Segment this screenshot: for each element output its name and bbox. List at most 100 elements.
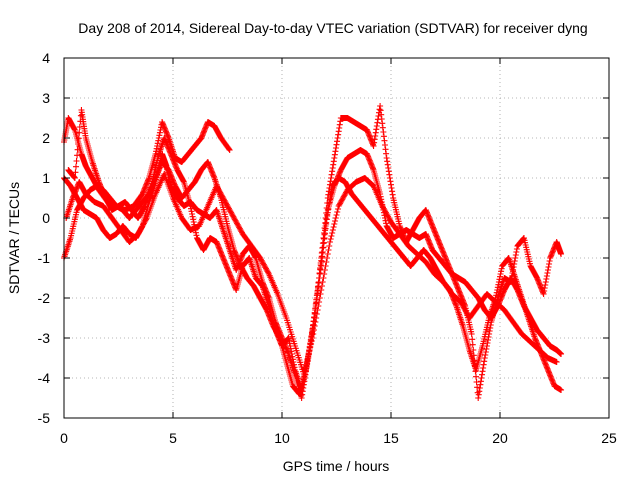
data-point xyxy=(330,224,337,230)
data-point xyxy=(305,353,312,359)
data-point xyxy=(326,243,333,249)
data-point xyxy=(316,295,323,301)
data-point xyxy=(470,352,477,359)
data-point xyxy=(318,283,325,289)
y-tick-label: -1 xyxy=(38,250,51,266)
data-point xyxy=(332,215,339,221)
data-point xyxy=(326,239,333,245)
data-point xyxy=(74,146,81,153)
data-point xyxy=(314,307,321,313)
data-point xyxy=(329,230,336,236)
data-point xyxy=(75,135,82,142)
data-point xyxy=(76,124,83,130)
data-point xyxy=(471,363,478,369)
x-tick-label: 15 xyxy=(383,430,399,446)
grid-lines xyxy=(64,58,609,418)
series-track-b xyxy=(61,147,565,401)
data-point xyxy=(75,141,82,147)
data-point xyxy=(334,209,341,215)
x-axis-label: GPS time / hours xyxy=(283,458,390,474)
data-point xyxy=(473,373,480,380)
data-point xyxy=(316,299,323,305)
data-point xyxy=(323,259,330,265)
y-tick-label: 0 xyxy=(42,210,50,226)
data-point xyxy=(226,147,233,153)
x-tick-label: 25 xyxy=(601,430,617,446)
data-point xyxy=(469,336,476,343)
y-tick-label: 2 xyxy=(42,130,50,146)
y-tick-label: 1 xyxy=(42,170,50,186)
data-point xyxy=(558,351,565,357)
data-point xyxy=(325,247,332,253)
data-point xyxy=(313,311,320,317)
data-point xyxy=(329,227,336,233)
axis-ticks: 0 5 10 15 20 25 -5 -4 -3 -2 -1 0 1 2 3 4 xyxy=(38,50,617,446)
data-point xyxy=(310,327,317,333)
data-point xyxy=(225,146,232,152)
data-point xyxy=(302,365,309,371)
data-point xyxy=(320,275,327,281)
data-point xyxy=(558,387,565,393)
y-tick-label: 4 xyxy=(42,50,50,66)
data-point xyxy=(332,218,339,224)
data-point xyxy=(324,255,331,261)
data-point xyxy=(317,291,324,297)
y-axis-label: SDTVAR / TECUs xyxy=(6,182,22,294)
data-point xyxy=(331,221,338,227)
data-point xyxy=(328,233,335,239)
chart-title: Day 208 of 2014, Sidereal Day-to-day VTE… xyxy=(78,20,587,36)
data-point xyxy=(73,158,80,164)
y-tick-label: -5 xyxy=(38,410,51,426)
data-point xyxy=(76,129,83,136)
data-point xyxy=(74,152,81,159)
data-point xyxy=(333,212,340,218)
data-point xyxy=(71,175,78,181)
data-point xyxy=(471,357,478,364)
data-point xyxy=(313,315,320,321)
y-tick-label: 3 xyxy=(42,90,50,106)
data-point xyxy=(473,379,480,385)
data-point xyxy=(310,331,317,337)
x-tick-label: 20 xyxy=(492,430,508,446)
data-point xyxy=(302,362,309,368)
data-point xyxy=(315,303,322,309)
data-point xyxy=(308,341,315,347)
x-tick-label: 0 xyxy=(60,430,68,446)
x-tick-label: 10 xyxy=(274,430,290,446)
series-track-d xyxy=(65,103,565,401)
plot-frame xyxy=(63,57,610,419)
data-point xyxy=(305,350,312,356)
data-point xyxy=(301,368,308,374)
data-point xyxy=(72,169,79,176)
data-point xyxy=(306,347,313,353)
data-point xyxy=(318,287,325,293)
data-point xyxy=(472,368,479,375)
data-point xyxy=(72,163,79,170)
series-track-c xyxy=(61,159,565,397)
data-point xyxy=(553,359,560,365)
data-point xyxy=(300,371,307,377)
series-track-e xyxy=(63,171,560,377)
data-point xyxy=(470,347,477,353)
data-points xyxy=(61,103,565,401)
data-point xyxy=(309,335,316,341)
y-tick-label: -2 xyxy=(38,290,51,306)
data-point xyxy=(321,271,328,277)
data-point xyxy=(308,338,315,344)
data-point xyxy=(319,279,326,285)
data-point xyxy=(321,267,328,273)
data-point xyxy=(474,384,481,391)
y-tick-label: -3 xyxy=(38,330,51,346)
data-point xyxy=(469,341,476,348)
data-point xyxy=(311,323,318,329)
data-point xyxy=(304,356,311,362)
data-point xyxy=(334,206,341,212)
x-tick-label: 5 xyxy=(169,430,177,446)
data-point xyxy=(558,251,565,257)
data-point xyxy=(468,331,475,337)
data-point xyxy=(324,251,331,257)
data-point xyxy=(327,236,334,242)
data-point xyxy=(303,359,310,365)
data-point xyxy=(322,263,329,269)
